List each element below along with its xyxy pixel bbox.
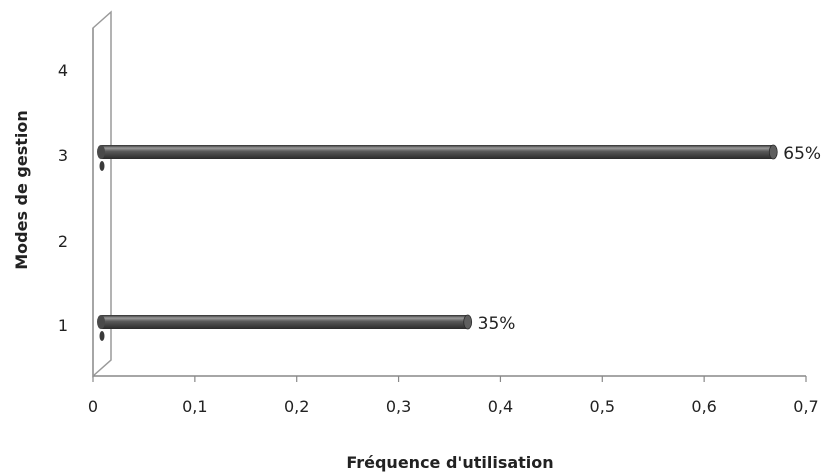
y-tick-label: 4 [58,61,68,80]
x-tick-label: 0,3 [386,397,411,416]
x-tick-label: 0 [88,397,98,416]
bar [97,144,778,171]
x-tick-label: 0,1 [182,397,207,416]
y-tick-label: 1 [58,316,68,335]
y-tick-label: 2 [58,232,68,251]
bar-data-label: 35% [478,314,516,334]
x-tick-label: 0,6 [691,397,716,416]
x-tick-label: 0,7 [793,397,818,416]
y-tick-label: 3 [58,146,68,165]
x-tick-label: 0,4 [488,397,513,416]
x-axis-title: Fréquence d'utilisation [346,453,553,472]
bar [97,314,473,341]
bar-data-label: 65% [783,144,821,164]
x-tick-label: 0,2 [284,397,309,416]
y-axis-title: Modes de gestion [12,110,31,270]
x-tick-label: 0,5 [590,397,615,416]
